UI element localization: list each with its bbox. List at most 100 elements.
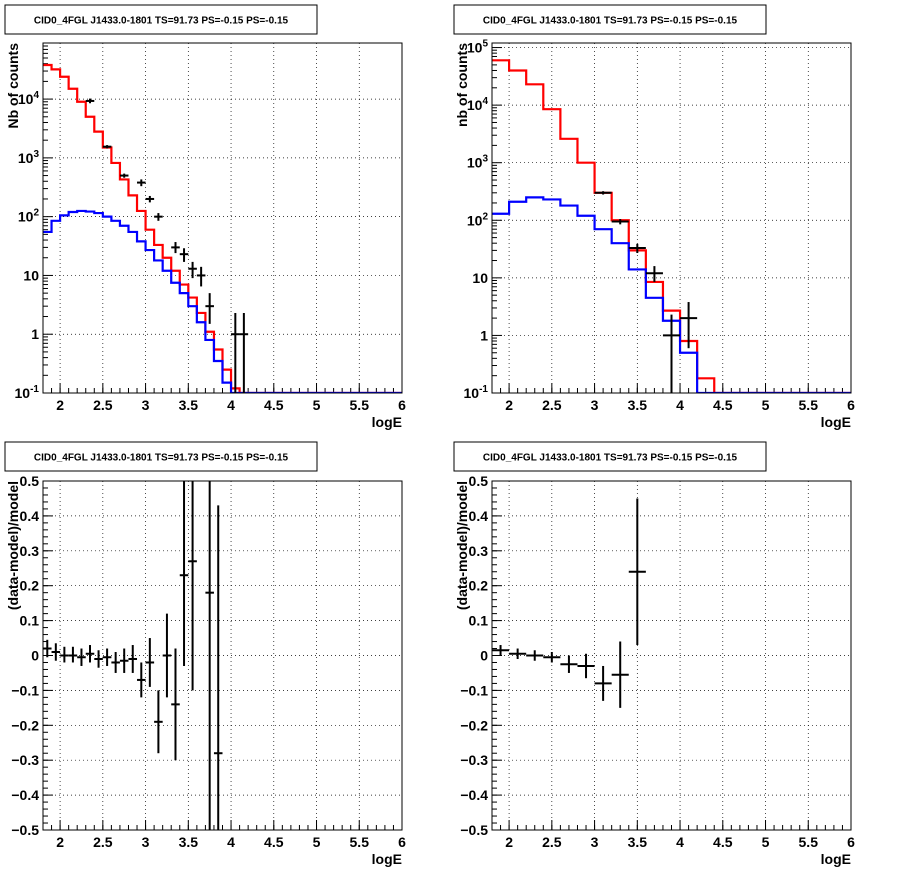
data-point <box>171 648 180 761</box>
y-tick-label: 0.3 <box>20 543 40 559</box>
x-tick-label: 2 <box>56 397 64 413</box>
data-point <box>577 653 595 679</box>
y-axis-label: nb of counts <box>454 43 470 127</box>
plot-frame <box>491 480 852 831</box>
data-point <box>560 655 578 673</box>
data-point <box>611 219 629 225</box>
x-tick-label: 2 <box>505 834 513 850</box>
data-point <box>119 648 129 673</box>
data-point <box>102 648 112 666</box>
data-point <box>662 314 681 393</box>
data-point <box>60 646 69 663</box>
data-point <box>179 481 189 666</box>
data-point <box>154 690 163 754</box>
data-point <box>85 645 95 663</box>
x-tick-label: 4.5 <box>264 397 284 413</box>
plot-area <box>43 63 402 393</box>
y-tick-label: 10-1 <box>15 384 40 401</box>
y-tick-label: 10 <box>23 267 39 283</box>
data-point <box>162 613 172 698</box>
chart-title: CID0_4FGL J1433.0-1801 TS=91.73 PS=-0.15… <box>34 16 289 27</box>
y-tick-label: 0.4 <box>20 508 40 524</box>
data-point <box>188 481 197 691</box>
data-point <box>188 261 197 279</box>
x-tick-label: 5.5 <box>350 397 370 413</box>
y-tick-label: −0.2 <box>460 717 488 733</box>
data-point <box>205 481 214 830</box>
x-tick-label: 2.5 <box>542 834 562 850</box>
x-tick-label: 5 <box>313 397 321 413</box>
data-point <box>645 266 663 282</box>
y-tick-label: 10-1 <box>464 384 489 401</box>
x-tick-label: 5.5 <box>799 397 819 413</box>
data-point <box>231 312 240 393</box>
x-tick-label: 5.5 <box>799 834 819 850</box>
title-box <box>453 441 767 472</box>
data-point <box>51 643 61 661</box>
x-tick-label: 2.5 <box>93 834 113 850</box>
y-tick-label: −0.3 <box>11 752 39 768</box>
y-tick-label: 0.2 <box>20 578 40 594</box>
x-tick-label: 2 <box>505 397 513 413</box>
y-tick-label: 104 <box>18 90 40 107</box>
data-point <box>119 173 129 178</box>
data-point <box>526 650 544 661</box>
data-point <box>239 312 249 393</box>
x-tick-label: 2.5 <box>93 397 113 413</box>
x-tick-label: 6 <box>398 397 406 413</box>
y-tick-label: 102 <box>18 208 40 225</box>
y-tick-label: −0.4 <box>460 787 488 803</box>
chart-title: CID0_4FGL J1433.0-1801 TS=91.73 PS=-0.15… <box>483 16 738 27</box>
data-point <box>594 191 612 195</box>
plot-area <box>492 59 851 393</box>
plot-frame <box>491 42 852 394</box>
y-tick-label: −0.5 <box>11 822 39 838</box>
title-box <box>453 4 767 35</box>
title-box <box>4 441 318 472</box>
x-tick-label: 4 <box>676 834 684 850</box>
data-point <box>128 645 138 673</box>
data-point <box>102 145 112 149</box>
data-point <box>492 645 510 656</box>
x-tick-label: 6 <box>847 834 855 850</box>
data-point <box>543 652 561 663</box>
data-point <box>94 650 103 668</box>
x-tick-label: 3 <box>142 397 150 413</box>
y-tick-label: 0.4 <box>469 508 489 524</box>
plot-area <box>492 498 646 708</box>
y-tick-label: 105 <box>467 39 489 56</box>
data-point <box>68 646 78 663</box>
y-tick-label: 1 <box>480 327 488 343</box>
y-tick-label: 0.2 <box>469 578 489 594</box>
data-point <box>680 302 698 349</box>
x-tick-label: 4 <box>227 397 235 413</box>
data-point <box>611 641 629 708</box>
x-tick-label: 3.5 <box>628 397 648 413</box>
data-point <box>77 648 86 666</box>
data-point <box>154 213 163 221</box>
x-tick-label: 4.5 <box>713 834 733 850</box>
y-tick-label: 103 <box>467 154 489 171</box>
data-point <box>111 652 120 673</box>
x-tick-label: 2.5 <box>542 397 562 413</box>
x-tick-label: 3.5 <box>179 834 199 850</box>
x-tick-label: 3 <box>591 834 599 850</box>
y-tick-label: −0.4 <box>11 787 39 803</box>
y-tick-label: 104 <box>467 96 489 113</box>
series-line-source-model <box>43 209 402 393</box>
data-point <box>171 242 180 254</box>
data-point <box>196 266 206 287</box>
series-line-total-model <box>492 59 851 393</box>
x-tick-label: 4 <box>227 834 235 850</box>
y-tick-label: −0.2 <box>11 717 39 733</box>
chart-panel-1: CID0_4FGL J1433.0-1801 TS=91.73 PS=-0.15… <box>4 4 406 430</box>
y-tick-label: 102 <box>467 211 489 228</box>
series-line-total-model <box>43 63 402 393</box>
data-point <box>509 648 527 659</box>
y-tick-label: 1 <box>31 326 39 342</box>
y-tick-label: 0.1 <box>20 613 40 629</box>
y-tick-label: 0.1 <box>469 613 489 629</box>
y-axis-label: (data-model)/model <box>5 481 21 610</box>
y-tick-label: −0.1 <box>11 682 39 698</box>
